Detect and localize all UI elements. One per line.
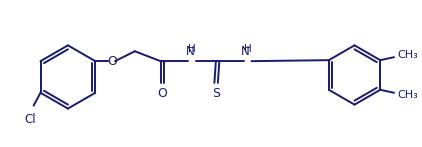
Text: S: S	[212, 87, 220, 100]
Text: CH₃: CH₃	[397, 50, 418, 60]
Text: H: H	[188, 44, 196, 54]
Text: CH₃: CH₃	[397, 90, 418, 100]
Text: O: O	[157, 87, 167, 100]
Text: O: O	[107, 55, 117, 68]
Text: N: N	[186, 45, 195, 58]
Text: N: N	[241, 45, 250, 58]
Text: H: H	[243, 44, 252, 54]
Text: Cl: Cl	[25, 113, 36, 126]
